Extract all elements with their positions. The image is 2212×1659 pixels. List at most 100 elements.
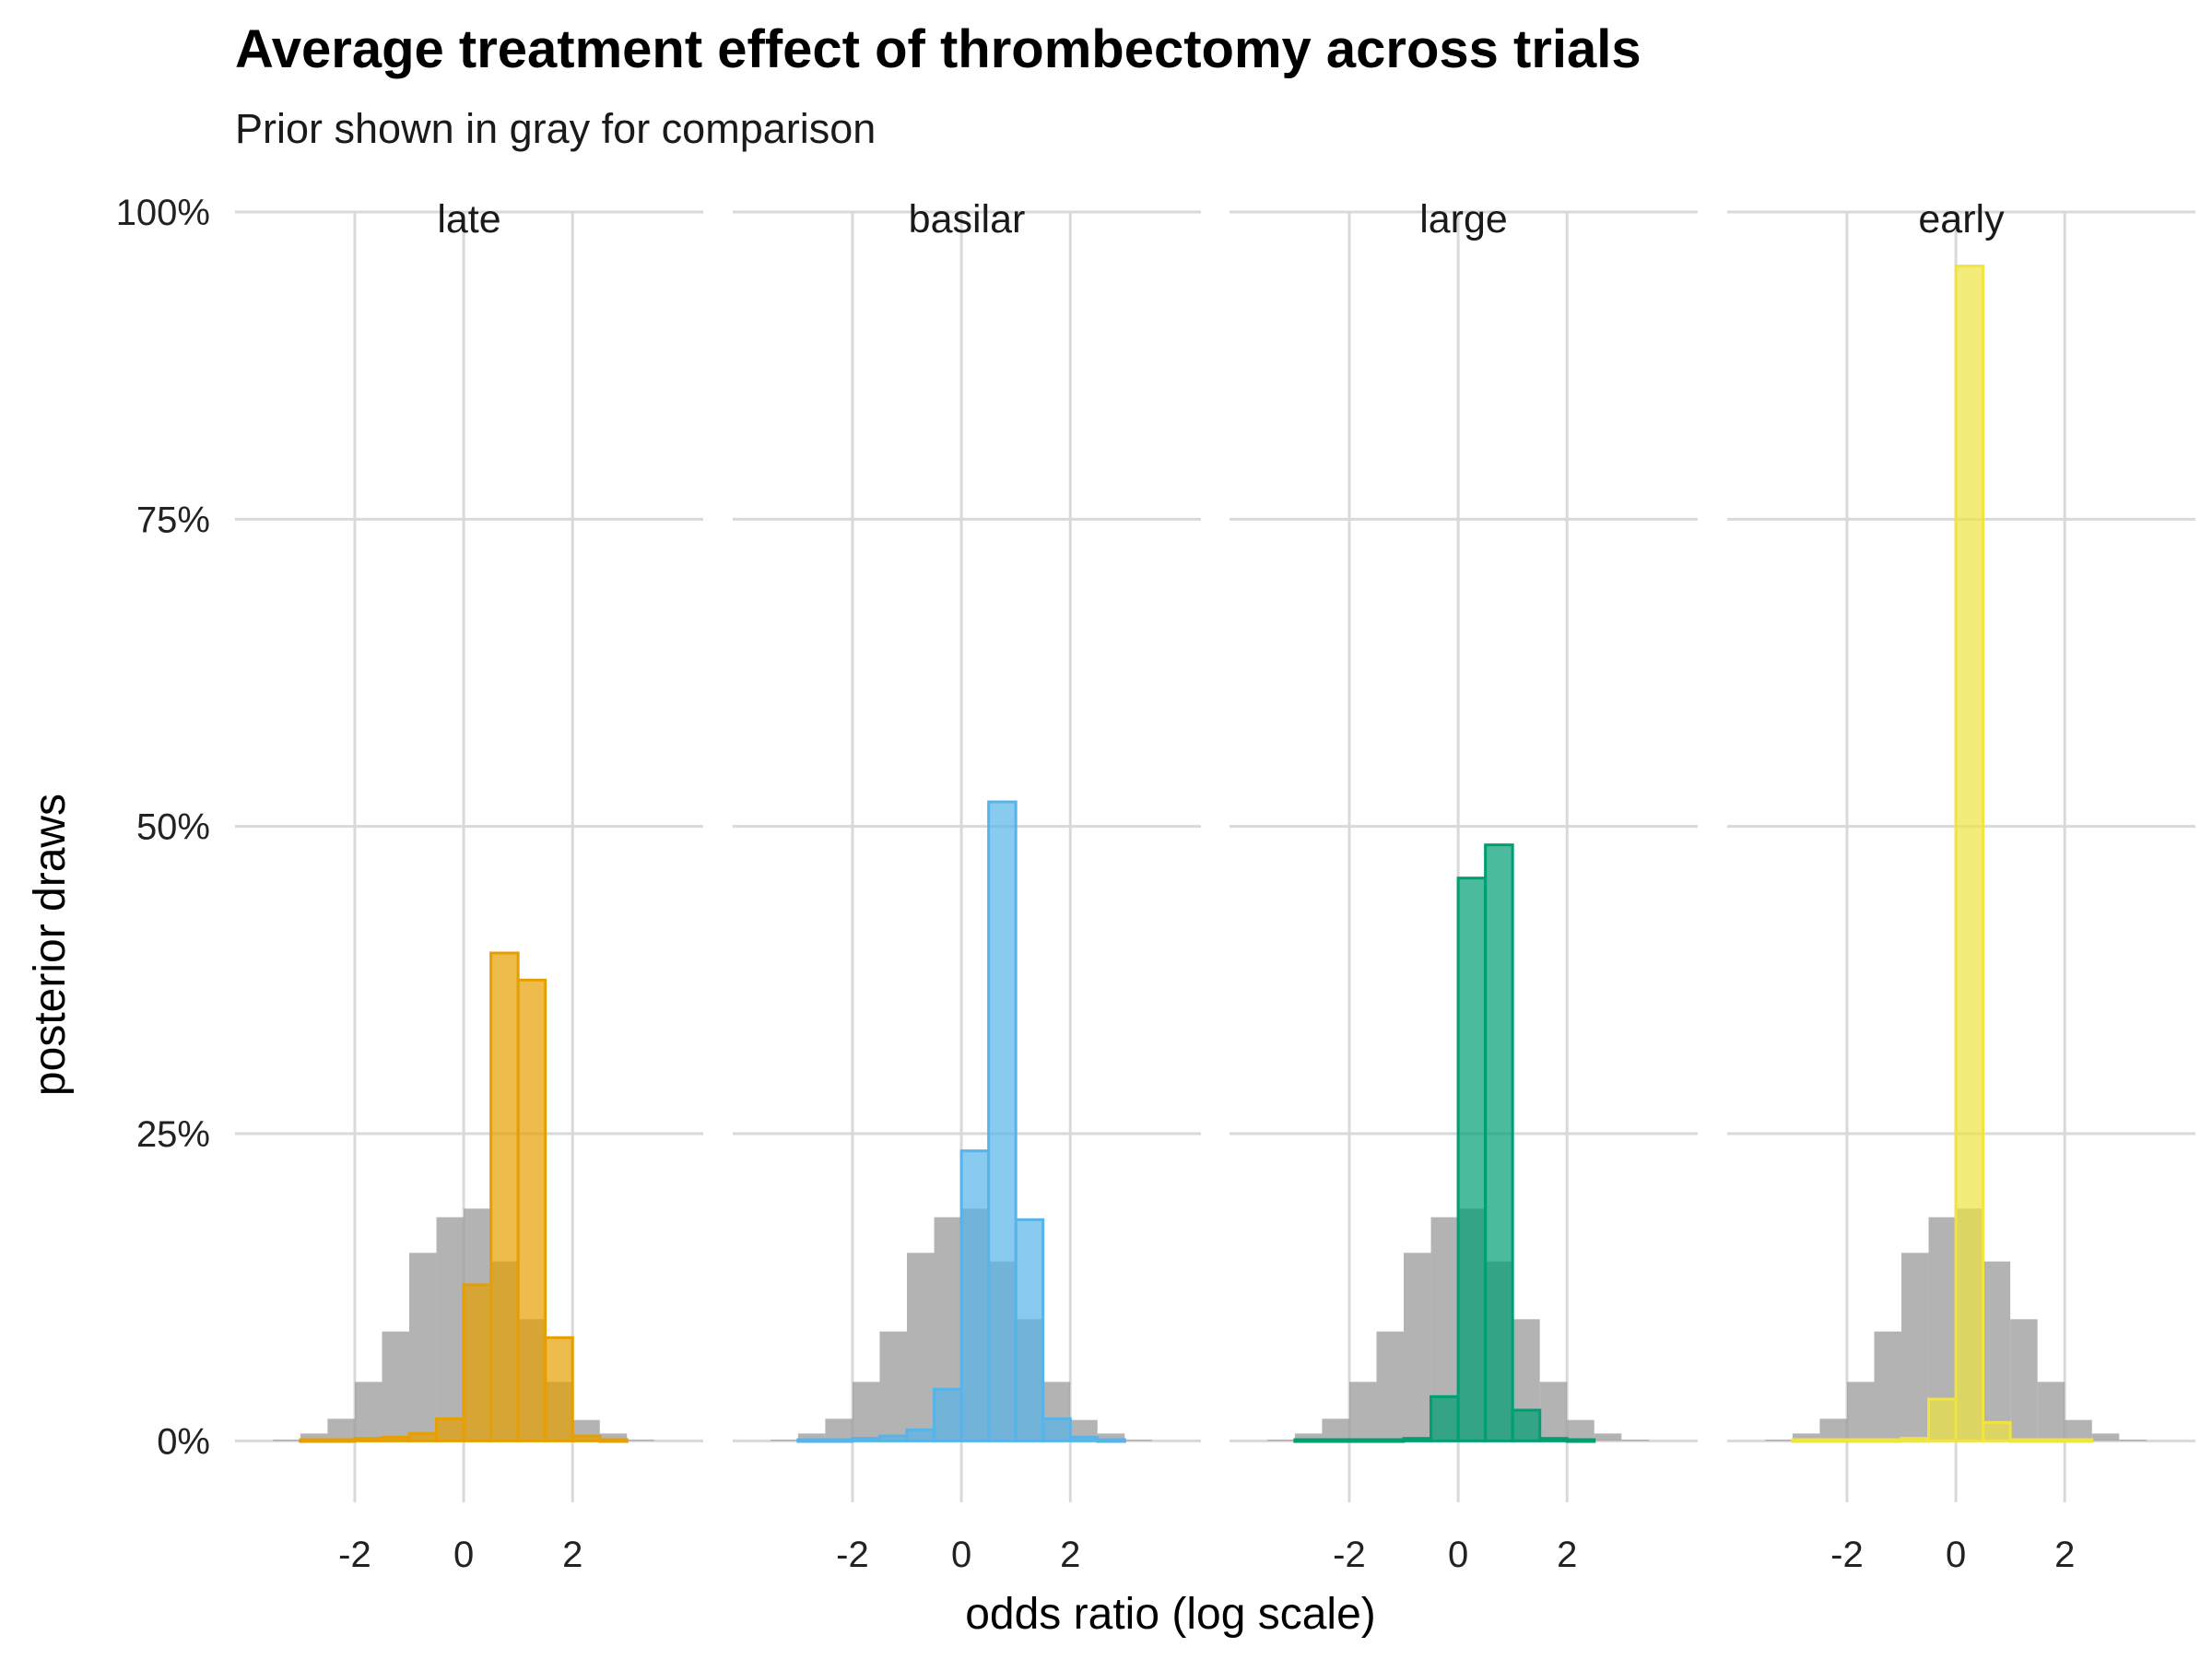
chart-title: Average treatment effect of thrombectomy… [235,19,1641,79]
y-axis-tick-labels: 0% 25% 50% 75% 100% [116,193,210,1462]
prior-bar [1539,1382,1568,1441]
prior-bar [1124,1440,1152,1441]
posterior-bar-early [2063,1438,2094,1443]
prior-bar [1983,1261,2011,1441]
prior-bar [354,1382,382,1441]
posterior-bar-early [1791,1438,1821,1443]
x-tick-label: 2 [2054,1535,2075,1575]
prior-bar [1070,1419,1098,1441]
posterior-bar-early [1982,1420,2012,1442]
posterior-bar-large [1484,843,1514,1442]
prior-bar [2010,1319,2038,1441]
x-tick-label: 0 [951,1535,971,1575]
posterior-bar-basilar [1014,1218,1045,1442]
posterior-bar-large [1538,1437,1569,1442]
prior-bar [797,1433,826,1441]
posterior-bar-large [1320,1438,1351,1443]
prior-bar [825,1418,853,1441]
posterior-bar-large [1402,1437,1433,1442]
posterior-bar-early [1954,265,1985,1442]
x-tick-label: 0 [1448,1535,1468,1575]
posterior-bar-late [516,978,547,1442]
x-axis-title: odds ratio (log scale) [965,1590,1376,1639]
posterior-bar-late [407,1431,439,1442]
x-tick-label: 2 [562,1535,582,1575]
posterior-bar-basilar [987,800,1018,1442]
posterior-bar-early [1818,1438,1849,1443]
y-tick-label: 25% [136,1114,210,1155]
prior-bar [1348,1382,1377,1441]
prior-bar [2037,1382,2065,1441]
posterior-bar-late [353,1437,383,1442]
posterior-bar-large [1565,1438,1596,1443]
posterior-bar-large [1456,877,1488,1442]
prior-bar [1322,1418,1349,1441]
x-tick-label: -2 [1830,1535,1864,1575]
posterior-bar-basilar [905,1428,936,1442]
x-tick-label: 0 [1946,1535,1966,1575]
posterior-bar-early [1845,1438,1876,1443]
posterior-bar-early [2036,1438,2066,1443]
prior-bar [1594,1433,1622,1441]
y-tick-label: 100% [116,193,210,233]
prior-bar [771,1440,798,1441]
prior-bar [1097,1433,1125,1441]
posterior-bar-early [1872,1438,1903,1443]
posterior-bar-basilar [796,1438,827,1443]
prior-bar [1819,1418,1847,1441]
posterior-bar-large [1374,1438,1406,1443]
posterior-bar-basilar [823,1438,854,1443]
prior-bar [599,1433,628,1441]
prior-bar [1846,1382,1875,1441]
posterior-bar-basilar [877,1434,909,1442]
prior-bar [1267,1440,1295,1441]
posterior-bar-basilar [1096,1438,1126,1443]
prior-bar [2065,1419,2092,1441]
prior-bar [879,1331,908,1441]
prior-bar [1404,1253,1431,1441]
prior-bar [409,1253,437,1441]
y-tick-label: 0% [157,1421,210,1462]
prior-bar [2091,1433,2120,1441]
prior-bar [1874,1331,1902,1441]
posterior-bar-late [435,1417,465,1442]
prior-bar [1567,1419,1594,1441]
facet-label-late: late [437,197,500,241]
posterior-bar-late [598,1438,629,1443]
y-tick-label: 50% [136,807,210,848]
posterior-bar-late [325,1438,357,1443]
posterior-bar-early [2008,1438,2040,1443]
prior-bar [1621,1440,1649,1441]
prior-bar [627,1440,654,1441]
posterior-bar-large [1511,1408,1542,1442]
posterior-bar-basilar [851,1437,881,1442]
posterior-bar-late [571,1434,602,1442]
posterior-bar-late [462,1283,493,1442]
facet-label-large: large [1419,197,1508,241]
prior-bar [382,1331,410,1441]
facet-label-early: early [1918,197,2005,241]
prior-bar [1792,1433,1820,1441]
prior-bar [436,1217,465,1441]
x-tick-label: -2 [1333,1535,1366,1575]
facet-label-basilar: basilar [909,197,1026,241]
posterior-bar-late [380,1435,411,1442]
prior-bar [2119,1440,2147,1441]
posterior-bar-basilar [1068,1435,1100,1442]
prior-bar [327,1418,355,1441]
x-tick-label: 2 [1060,1535,1080,1575]
posterior-bar-late [299,1438,329,1443]
prior-bar [1294,1433,1323,1441]
posterior-bar-large [1430,1394,1460,1442]
posterior-bar-basilar [1041,1417,1072,1442]
y-axis-title: posterior draws [26,794,75,1096]
prior-bar [852,1382,880,1441]
facet-strip-labels: late basilar large early [437,197,2005,241]
posterior-bar-large [1293,1438,1324,1443]
posterior-bar-basilar [959,1149,991,1442]
posterior-bar-early [1900,1437,1931,1442]
prior-bar [1901,1253,1929,1441]
prior-bar [1376,1331,1405,1441]
posterior-bar-late [489,951,520,1442]
